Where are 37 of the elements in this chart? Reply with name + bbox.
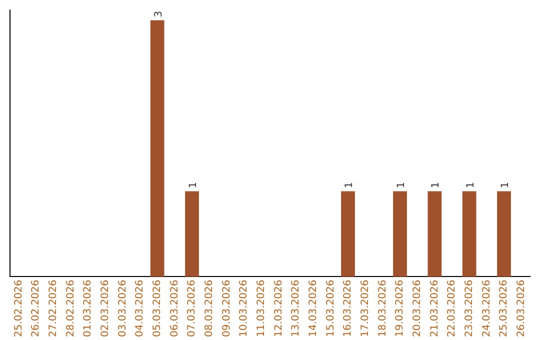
- x-tick-label: 17.03.2026: [360, 280, 371, 338]
- x-tick-label: 13.03.2026: [290, 280, 302, 338]
- x-tick-label: 05.03.2026: [152, 280, 163, 338]
- x-tick-label: 22.03.2026: [446, 280, 458, 338]
- x-tick-label: 20.03.2026: [412, 280, 423, 338]
- x-tick-label: 10.03.2026: [238, 280, 250, 338]
- data-label: 1: [430, 182, 442, 188]
- x-tick-label: 27.02.2026: [48, 280, 59, 338]
- data-label: 1: [396, 182, 407, 188]
- x-tick-label: 02.03.2026: [100, 280, 111, 338]
- x-tick-label: 12.03.2026: [273, 280, 284, 338]
- x-tick-label: 08.03.2026: [204, 280, 215, 338]
- x-tick-label: 24.03.2026: [481, 280, 492, 338]
- x-tick-label: 26.02.2026: [30, 280, 42, 338]
- x-tick-label: 18.03.2026: [377, 280, 388, 338]
- x-tick-label: 04.03.2026: [134, 280, 146, 338]
- x-tick-label: 09.03.2026: [221, 280, 232, 338]
- x-tick-label: 25.02.2026: [13, 280, 24, 338]
- data-label: 1: [344, 182, 355, 188]
- data-label: 1: [500, 182, 511, 188]
- x-tick-label: 01.03.2026: [82, 280, 94, 338]
- x-tick-label: 21.03.2026: [429, 280, 440, 338]
- x-tick-label: 03.03.2026: [117, 280, 128, 338]
- data-label: 1: [188, 182, 199, 188]
- x-tick-label: 06.03.2026: [169, 280, 180, 338]
- x-tick-label: 25.03.2026: [498, 280, 510, 338]
- x-tick-label: 11.03.2026: [256, 280, 267, 338]
- x-tick-label: 26.03.2026: [516, 280, 527, 338]
- data-label: 3: [153, 10, 164, 18]
- x-tick-label: 16.03.2026: [342, 280, 354, 338]
- data-label: 1: [465, 182, 476, 188]
- x-tick-label: 07.03.2026: [186, 280, 198, 338]
- x-tick-label: 23.03.2026: [464, 280, 475, 338]
- x-tick-label: 19.03.2026: [394, 280, 406, 338]
- x-tick-label: 14.03.2026: [308, 280, 319, 338]
- x-tick-label: 28.02.2026: [65, 280, 76, 338]
- x-tick-label: 15.03.2026: [325, 280, 336, 338]
